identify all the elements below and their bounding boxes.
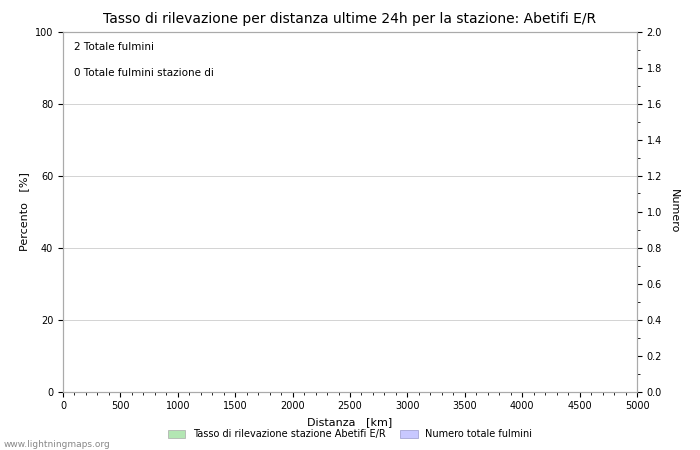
Legend: Tasso di rilevazione stazione Abetifi E/R, Numero totale fulmini: Tasso di rilevazione stazione Abetifi E/…: [164, 425, 536, 443]
Text: www.lightningmaps.org: www.lightningmaps.org: [4, 440, 111, 449]
Y-axis label: Numero: Numero: [668, 189, 679, 234]
Text: 0 Totale fulmini stazione di: 0 Totale fulmini stazione di: [74, 68, 214, 77]
Title: Tasso di rilevazione per distanza ultime 24h per la stazione: Abetifi E/R: Tasso di rilevazione per distanza ultime…: [104, 12, 596, 26]
X-axis label: Distanza   [km]: Distanza [km]: [307, 417, 393, 427]
Text: 2 Totale fulmini: 2 Totale fulmini: [74, 42, 155, 52]
Y-axis label: Percento   [%]: Percento [%]: [20, 172, 29, 251]
Bar: [637, 32, 638, 392]
